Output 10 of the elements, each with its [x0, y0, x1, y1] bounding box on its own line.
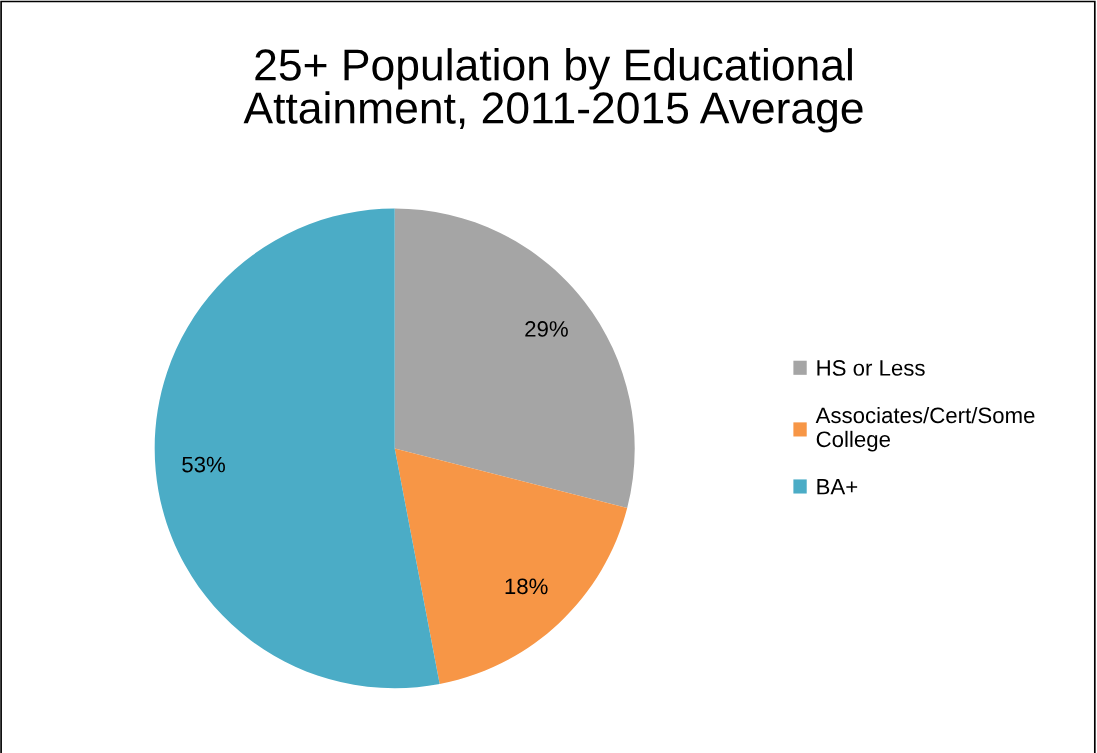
data-label: 18% — [505, 578, 548, 595]
legend-label: Associates/Cert/Some College — [815, 406, 1035, 452]
pie-slice — [394, 448, 628, 684]
data-label: 29% — [525, 321, 568, 337]
pie-slice — [394, 208, 635, 509]
data-label: 53% — [182, 456, 225, 473]
pie-slice — [154, 208, 440, 689]
legend-label: BA+ — [817, 479, 858, 495]
legend-label: HS or Less — [817, 360, 925, 376]
chart-title: 25+ Population by Educational Attainment, 2011-2015 Average — [243, 48, 863, 133]
